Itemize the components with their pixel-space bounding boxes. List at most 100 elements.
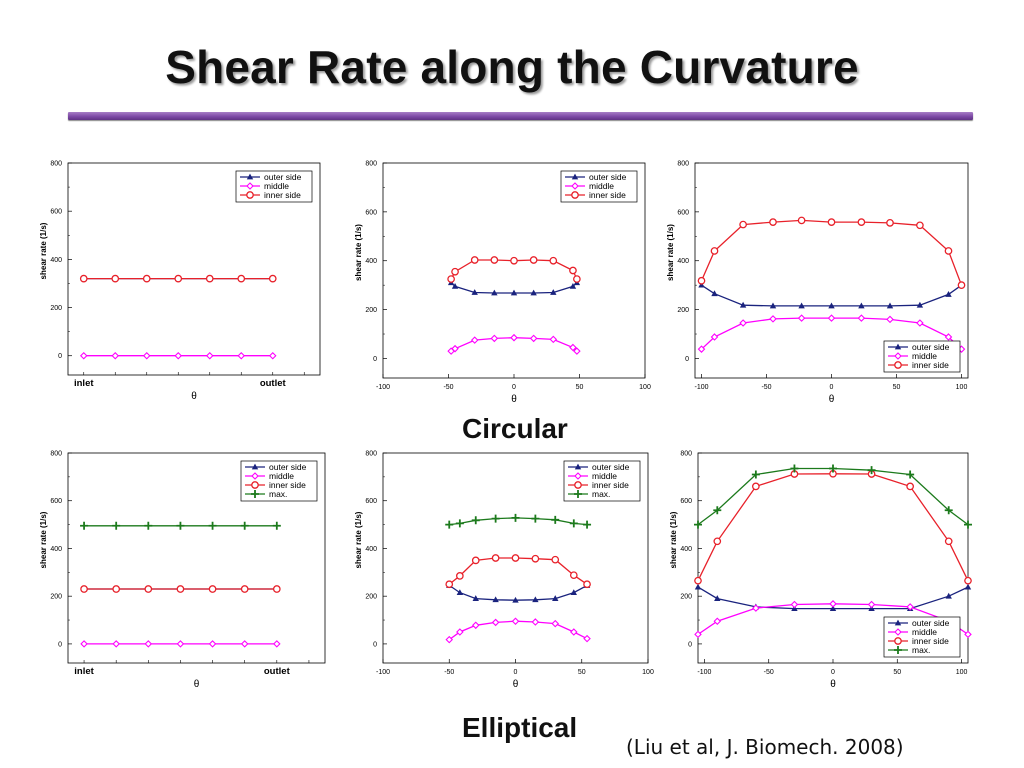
data-point <box>112 521 121 530</box>
data-point <box>176 585 185 593</box>
legend-label: inner side <box>912 636 949 646</box>
y-tick-label: 400 <box>677 258 689 265</box>
data-point <box>697 345 706 353</box>
data-point <box>694 630 702 639</box>
legend-label: outer side <box>269 462 307 472</box>
data-point <box>144 640 153 648</box>
data-point <box>583 520 592 529</box>
y-tick-label: 200 <box>50 305 62 312</box>
section-label-elliptical: Elliptical <box>462 712 578 743</box>
series-inner-side <box>79 274 277 283</box>
data-point <box>710 247 719 255</box>
y-tick-label: 600 <box>365 209 377 216</box>
legend-marker <box>571 173 579 180</box>
legend-item-middle: middle <box>565 181 614 191</box>
legend-label: inner side <box>592 480 629 490</box>
y-tick-label: 200 <box>365 307 377 314</box>
legend-label: outer side <box>912 342 950 352</box>
legend-marker <box>894 352 902 360</box>
y-tick-label: 0 <box>688 641 692 648</box>
legend-marker <box>894 619 902 626</box>
data-point <box>694 583 702 590</box>
x-axis-label: θ <box>194 679 200 690</box>
x-axis-label: θ <box>513 679 519 690</box>
slide-title: Shear Rate along the Curvature <box>165 41 859 93</box>
data-point <box>208 640 217 648</box>
data-point <box>790 600 799 609</box>
y-axis-label: shear rate (1/s) <box>354 224 363 281</box>
data-point <box>829 605 837 611</box>
data-point <box>739 319 747 327</box>
legend-marker <box>246 173 254 180</box>
data-point <box>551 515 560 524</box>
y-tick-label: 200 <box>50 594 62 601</box>
data-point <box>456 572 464 580</box>
y-tick-label: 800 <box>680 451 692 458</box>
data-point <box>906 470 915 479</box>
data-point <box>713 506 722 515</box>
data-point <box>531 514 540 523</box>
legend-marker <box>574 481 582 489</box>
data-point <box>798 302 805 309</box>
data-point <box>694 576 702 585</box>
legend-item-middle: middle <box>245 471 294 481</box>
data-point <box>569 343 577 352</box>
x-tick-label: 50 <box>576 384 584 391</box>
data-point <box>916 319 924 327</box>
legend-marker <box>246 182 254 190</box>
y-tick-label: 800 <box>365 451 377 458</box>
y-tick-label: 200 <box>677 307 689 314</box>
inlet-label: inlet <box>74 378 94 389</box>
data-point <box>790 464 799 473</box>
series-inner-side <box>445 554 591 589</box>
legend-item-outer-side: outer side <box>568 462 630 472</box>
legend-marker <box>246 191 254 199</box>
x-tick-label: 50 <box>893 384 901 391</box>
data-point <box>531 618 540 626</box>
outlet-label: outlet <box>264 666 291 677</box>
data-point <box>80 521 89 530</box>
legend-marker <box>894 646 902 654</box>
x-tick-label: 100 <box>956 384 968 391</box>
legend-label: max. <box>912 645 930 655</box>
legend-marker <box>894 628 902 636</box>
data-point <box>531 554 540 563</box>
data-point <box>237 274 246 283</box>
series-inner-side <box>447 256 581 283</box>
data-point <box>829 600 837 608</box>
data-point <box>827 314 836 322</box>
series-middle <box>79 351 277 360</box>
data-point <box>694 520 702 529</box>
y-tick-label: 400 <box>680 546 692 553</box>
y-tick-label: 800 <box>677 161 689 168</box>
y-tick-label: 600 <box>677 209 689 216</box>
data-point <box>240 585 249 593</box>
x-tick-label: -100 <box>376 384 390 391</box>
data-point <box>532 596 539 603</box>
data-point <box>739 220 747 229</box>
x-axis-label: θ <box>829 394 835 405</box>
legend-label: outer side <box>589 172 627 182</box>
data-point <box>471 516 480 525</box>
y-axis-label: shear rate (1/s) <box>666 224 675 281</box>
series-middle <box>445 617 591 644</box>
data-point <box>142 351 151 360</box>
data-point <box>205 351 214 360</box>
data-point <box>451 344 459 353</box>
chart-circular-strong: 0 200 400 600 800 -100 -50 0 50 100 θ shear rate (1… <box>666 161 969 405</box>
data-point <box>445 520 454 529</box>
data-point <box>111 274 120 283</box>
data-point <box>713 617 722 626</box>
data-point <box>144 521 153 530</box>
chart-circular-straight: 0 200 400 600 800 inlet outlet θ shear rate (1/s… <box>39 161 321 402</box>
data-point <box>957 281 966 290</box>
x-tick-label: 0 <box>514 669 518 676</box>
legend-label: middle <box>589 181 614 191</box>
y-axis-label: shear rate (1/s) <box>39 222 48 279</box>
title-rule <box>68 112 973 120</box>
data-point <box>570 628 578 636</box>
data-point <box>471 621 480 630</box>
y-axis-label: shear rate (1/s) <box>39 511 48 568</box>
data-point <box>573 347 581 355</box>
